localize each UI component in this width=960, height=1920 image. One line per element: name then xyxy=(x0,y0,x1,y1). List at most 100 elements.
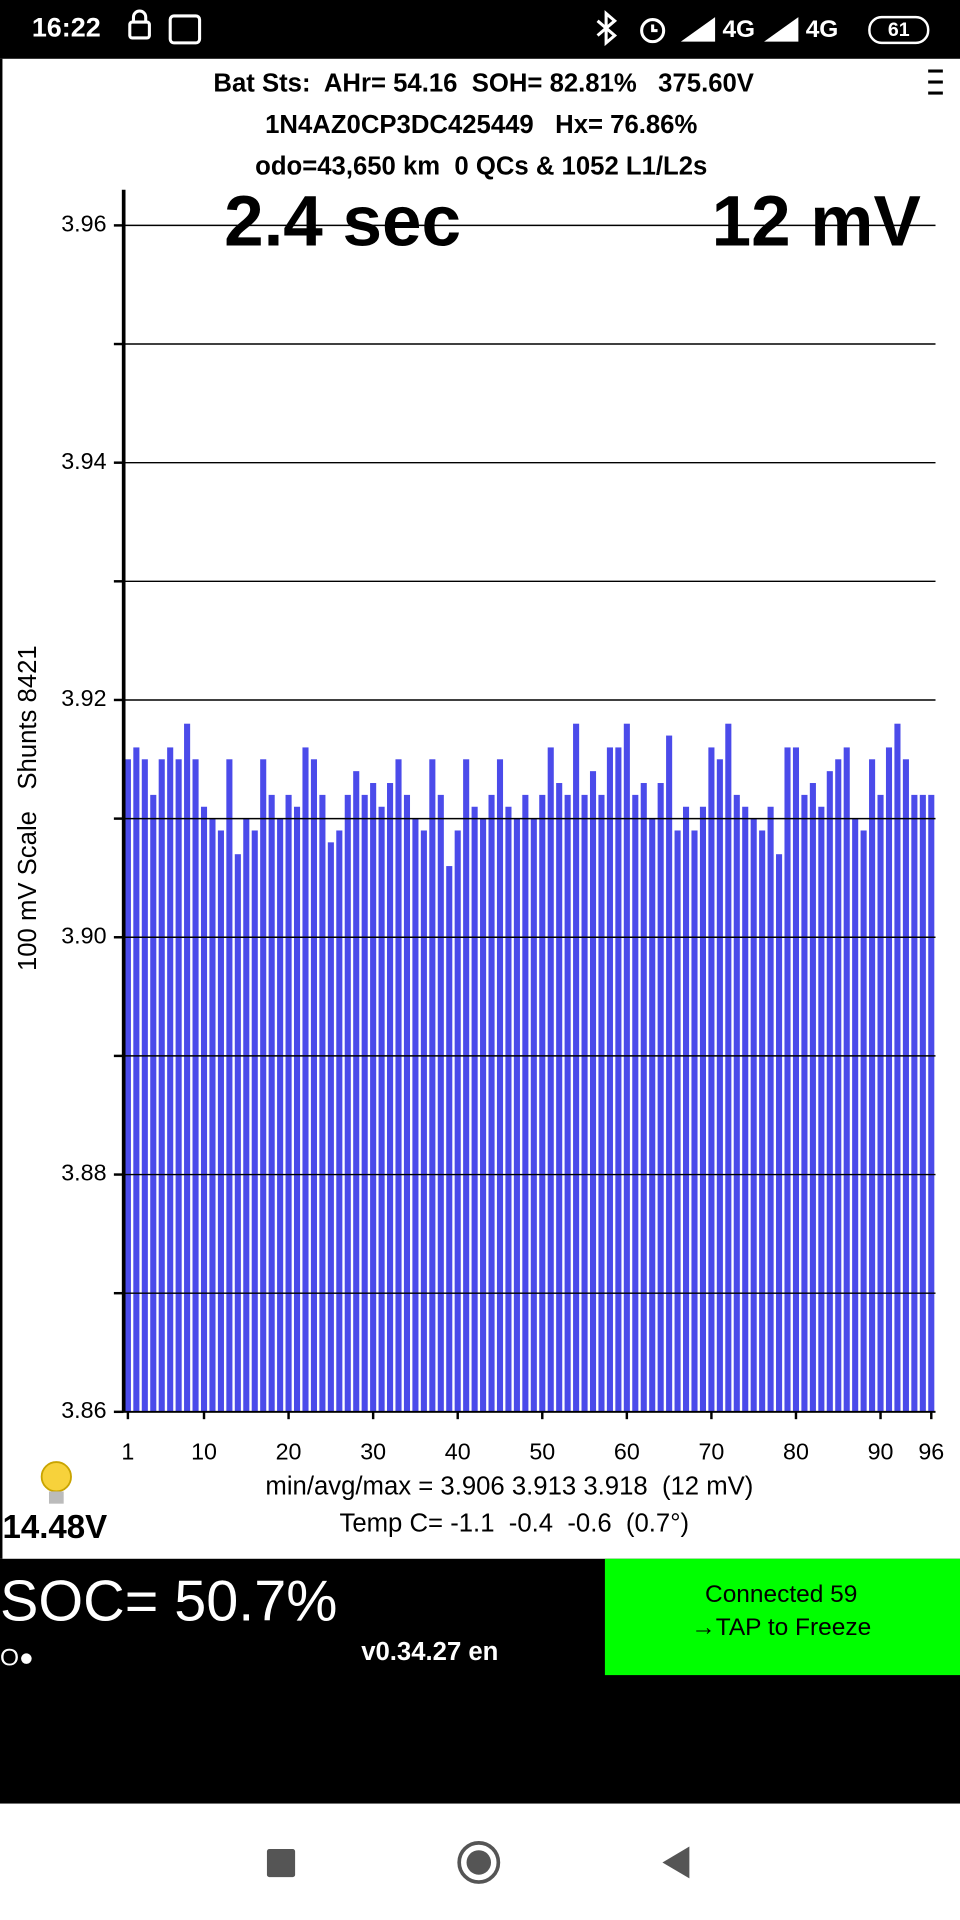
bar xyxy=(437,794,444,1412)
bar xyxy=(251,830,258,1412)
aux-voltage: 14.48V xyxy=(2,1509,107,1546)
bar xyxy=(412,818,419,1412)
bar xyxy=(471,806,478,1412)
x-tick-label: 30 xyxy=(360,1439,386,1465)
bar xyxy=(285,794,292,1412)
x-tick-label: 70 xyxy=(698,1439,724,1465)
bar xyxy=(530,818,537,1412)
x-tick-label: 90 xyxy=(868,1439,894,1465)
bar xyxy=(277,818,284,1412)
bar xyxy=(556,783,563,1412)
button-label[interactable]: →TAP to Freeze xyxy=(691,1614,871,1641)
bar xyxy=(539,794,546,1412)
bar xyxy=(792,747,800,1412)
menu-button[interactable] xyxy=(928,69,943,95)
bar xyxy=(420,830,427,1412)
bar xyxy=(133,747,140,1412)
button-bg[interactable] xyxy=(604,1558,960,1676)
x-tick-label: 1 xyxy=(121,1439,134,1465)
y-tick-label: 3.92 xyxy=(61,685,106,711)
bar xyxy=(885,747,893,1412)
bar xyxy=(911,794,918,1412)
header-line: 1N4AZ0CP3DC425449 Hx= 76.86% xyxy=(265,111,697,139)
freeze-button[interactable]: Connected 59 →TAP to Freeze xyxy=(604,1558,960,1676)
y-tick-label: 3.88 xyxy=(61,1160,106,1186)
bar xyxy=(835,759,842,1412)
bar xyxy=(319,794,326,1412)
bar xyxy=(446,866,453,1412)
overlay-spread: 12 mV xyxy=(712,182,921,261)
overlay-time: 2.4 sec xyxy=(224,182,461,261)
left-border xyxy=(0,58,3,1559)
header-line: odo=43,650 km 0 QCs & 1052 L1/L2s xyxy=(255,153,707,181)
bar xyxy=(167,747,174,1412)
network-label: 4G xyxy=(722,16,755,43)
bar xyxy=(361,794,368,1412)
bar xyxy=(606,747,613,1412)
bar xyxy=(902,759,909,1412)
bar xyxy=(615,747,622,1412)
bar xyxy=(784,747,791,1412)
button-label[interactable]: Connected 59 xyxy=(705,1581,857,1608)
bar xyxy=(260,759,267,1412)
bar xyxy=(344,794,351,1412)
bar xyxy=(378,806,385,1412)
bar xyxy=(370,783,377,1412)
bar xyxy=(742,806,749,1412)
bar xyxy=(522,794,529,1412)
bar xyxy=(488,794,495,1412)
bar xyxy=(733,794,740,1412)
bar xyxy=(725,723,732,1412)
bar xyxy=(513,818,520,1412)
bar xyxy=(302,747,309,1412)
bar xyxy=(666,735,673,1412)
back-button[interactable] xyxy=(662,1846,690,1879)
bar xyxy=(632,794,639,1412)
bar xyxy=(919,794,926,1412)
bar xyxy=(708,747,715,1412)
bar xyxy=(209,818,216,1412)
bar xyxy=(750,818,757,1412)
x-tick-label: 20 xyxy=(276,1439,302,1465)
bar xyxy=(395,759,402,1412)
bar xyxy=(175,759,182,1412)
bar xyxy=(226,759,233,1412)
bar xyxy=(598,794,605,1412)
bar xyxy=(573,723,580,1412)
recents-button[interactable] xyxy=(266,1848,296,1878)
bar xyxy=(682,806,690,1412)
bar xyxy=(589,771,597,1412)
bar xyxy=(403,794,411,1412)
bar xyxy=(463,759,470,1412)
indicator: O● xyxy=(0,1645,34,1672)
y-tick-label: 3.96 xyxy=(61,211,106,237)
bar xyxy=(623,723,630,1412)
x-tick-label: 60 xyxy=(614,1439,640,1465)
bar xyxy=(716,759,723,1412)
bar xyxy=(293,806,301,1412)
bar xyxy=(496,759,504,1412)
y-tick-label: 3.94 xyxy=(61,448,106,474)
bar xyxy=(767,806,774,1412)
status-icons xyxy=(128,9,666,47)
bar xyxy=(649,818,656,1412)
bar xyxy=(505,806,512,1412)
version: v0.34.27 en xyxy=(361,1638,498,1666)
bar xyxy=(759,830,766,1412)
bar xyxy=(268,794,275,1412)
bar xyxy=(387,783,394,1412)
bar xyxy=(192,759,199,1412)
x-tick-label: 80 xyxy=(783,1439,809,1465)
home-button[interactable] xyxy=(457,1841,501,1884)
battery-icon xyxy=(868,15,930,45)
bar xyxy=(200,806,208,1412)
battery-level: 61 xyxy=(888,19,910,41)
bar xyxy=(776,854,783,1412)
bar xyxy=(691,830,698,1412)
bar xyxy=(818,806,825,1412)
bar xyxy=(877,794,884,1412)
bar xyxy=(860,830,867,1412)
bar xyxy=(480,818,487,1412)
